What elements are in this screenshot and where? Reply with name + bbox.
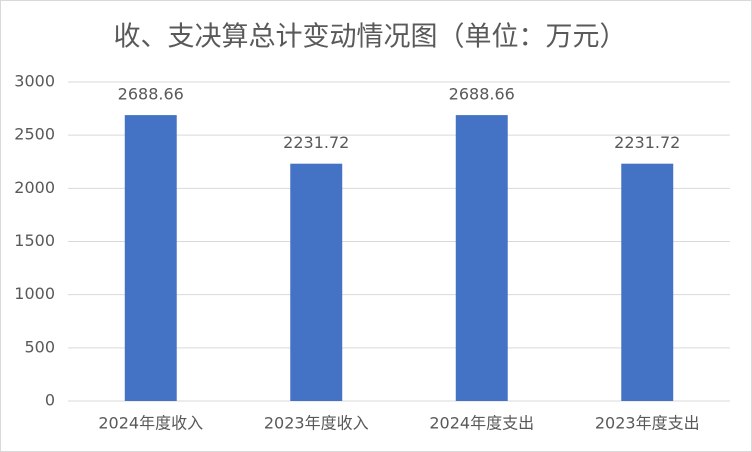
- chart-title: 收、支决算总计变动情况图（单位：万元）: [114, 22, 627, 53]
- y-tick-label: 1500: [14, 231, 55, 250]
- bar: [124, 115, 177, 401]
- data-label: 2688.66: [449, 85, 515, 104]
- bar: [621, 163, 674, 401]
- x-tick-label: 2023年度收入: [264, 414, 369, 433]
- bar: [455, 115, 508, 401]
- y-tick-label: 500: [24, 337, 55, 356]
- y-tick-label: 2500: [14, 125, 55, 144]
- y-tick-label: 0: [45, 391, 55, 410]
- data-label: 2688.66: [118, 85, 184, 104]
- x-tick-label: 2023年度支出: [595, 414, 700, 433]
- x-tick-label: 2024年度支出: [429, 414, 534, 433]
- x-tick-label: 2024年度收入: [98, 414, 203, 433]
- y-tick-label: 3000: [14, 72, 55, 91]
- y-tick-label: 2000: [14, 178, 55, 197]
- data-label: 2231.72: [614, 133, 680, 152]
- data-label: 2231.72: [283, 133, 349, 152]
- y-tick-label: 1000: [14, 284, 55, 303]
- bar: [290, 163, 343, 401]
